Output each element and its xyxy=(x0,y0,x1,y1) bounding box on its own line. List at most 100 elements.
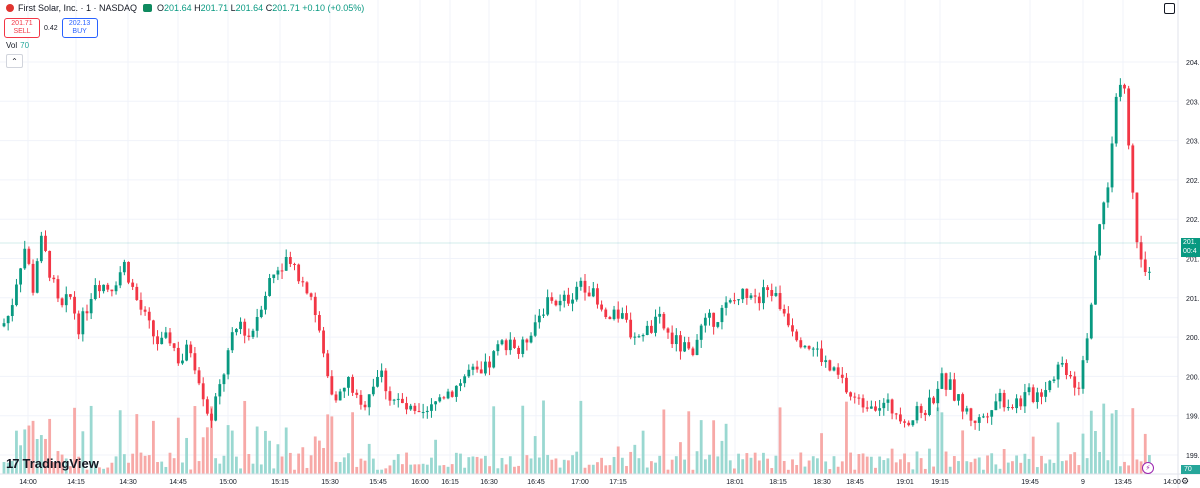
candle xyxy=(853,392,857,404)
volume-bar xyxy=(230,430,234,474)
candle xyxy=(255,308,259,338)
candle xyxy=(662,312,666,331)
candle xyxy=(791,318,794,337)
volume-bar xyxy=(280,456,284,474)
candle xyxy=(305,281,309,295)
candle xyxy=(60,297,64,308)
screenshot-icon[interactable] xyxy=(1164,3,1175,14)
candle xyxy=(625,305,628,323)
bolt-icon[interactable]: ⚡ xyxy=(1142,462,1154,474)
time-tick-label: 19:45 xyxy=(1021,479,1039,486)
candle xyxy=(309,292,313,301)
volume-bar xyxy=(816,458,819,474)
volume-bar xyxy=(691,469,695,474)
price-tick-label: 199. xyxy=(1186,453,1200,460)
volume-bar xyxy=(1143,433,1147,474)
eye-icon[interactable] xyxy=(143,4,153,12)
candle xyxy=(122,259,126,276)
candle xyxy=(147,307,151,329)
candle xyxy=(322,326,325,358)
time-tick-label: 19:01 xyxy=(896,479,914,486)
volume-bar xyxy=(417,464,421,474)
volume-bar xyxy=(351,412,354,474)
candle xyxy=(401,393,404,404)
symbol-title[interactable]: First Solar, Inc. · 1 · NASDAQ xyxy=(18,3,138,13)
volume-bar xyxy=(977,457,981,474)
volume-bar xyxy=(475,456,479,474)
volume-bar xyxy=(110,462,114,474)
candle xyxy=(521,336,525,358)
candle xyxy=(604,307,608,320)
buy-button[interactable]: 202.13 BUY xyxy=(61,18,98,38)
volume-bar xyxy=(600,457,603,474)
candle xyxy=(679,330,682,360)
candle xyxy=(923,410,927,421)
volume-bar xyxy=(778,407,782,474)
candle xyxy=(446,388,450,400)
candle xyxy=(31,259,35,296)
volume-bar xyxy=(330,416,334,474)
candle xyxy=(641,333,645,342)
volume-bar xyxy=(1085,458,1089,474)
volume-bar xyxy=(849,452,852,474)
candle xyxy=(571,293,574,312)
volume-bar xyxy=(567,460,570,474)
candle xyxy=(500,338,504,346)
candle xyxy=(894,412,898,420)
time-tick-label: 14:30 xyxy=(119,479,137,486)
candle xyxy=(259,305,263,319)
volume-bar xyxy=(525,455,529,474)
candle xyxy=(558,294,562,312)
volume-bar xyxy=(687,411,691,474)
volume-bar xyxy=(654,462,657,474)
volume-bar xyxy=(961,430,965,474)
candle xyxy=(189,341,193,358)
time-tick-label: 17:00 xyxy=(571,479,589,486)
candle xyxy=(459,379,462,392)
candle xyxy=(691,346,695,357)
volume-bar xyxy=(886,458,890,474)
candle xyxy=(986,412,989,424)
candle xyxy=(488,356,491,376)
tradingview-logo[interactable]: 17 TradingView xyxy=(6,456,99,471)
sell-button[interactable]: 201.71 SELL xyxy=(4,18,40,38)
candle xyxy=(1077,381,1081,396)
volume-bar xyxy=(899,459,902,474)
volume-bar xyxy=(264,430,267,474)
candle xyxy=(658,306,662,324)
volume-bar xyxy=(205,427,209,474)
volume-bar xyxy=(1015,455,1018,474)
volume-bar xyxy=(425,464,429,474)
time-tick-label: 16:00 xyxy=(411,479,429,486)
candle xyxy=(380,363,384,383)
gear-icon[interactable]: ⚙ xyxy=(1181,476,1190,486)
volume-bar xyxy=(1110,413,1114,474)
chevron-up-icon[interactable]: ⌃ xyxy=(6,54,23,68)
price-tick-label: 202. xyxy=(1186,217,1200,224)
volume-bar xyxy=(766,458,769,474)
time-axis[interactable]: 14:00 14:15 14:30 14:45 15:00 15:15 15:30 15:45… xyxy=(0,473,1200,486)
volume-bar xyxy=(214,458,218,474)
candle xyxy=(703,313,707,333)
volume-bar xyxy=(1056,422,1060,474)
candle xyxy=(778,285,782,311)
candle xyxy=(1023,383,1027,413)
volume-bar xyxy=(318,440,321,474)
candle xyxy=(421,403,425,419)
candle xyxy=(39,231,43,264)
candle xyxy=(243,318,247,344)
candle xyxy=(205,396,209,416)
candle xyxy=(230,327,234,353)
candle xyxy=(479,361,483,374)
volume-bar xyxy=(919,458,923,474)
time-tick-label: 18:45 xyxy=(846,479,864,486)
candle xyxy=(504,338,508,356)
symbol-logo-icon xyxy=(6,4,14,12)
candle xyxy=(152,319,155,345)
time-tick-label: 14:15 xyxy=(67,479,85,486)
volume-bar xyxy=(554,458,558,474)
price-tick-label: 203. xyxy=(1186,139,1200,146)
volume-bar xyxy=(712,420,716,474)
candle xyxy=(517,345,520,359)
